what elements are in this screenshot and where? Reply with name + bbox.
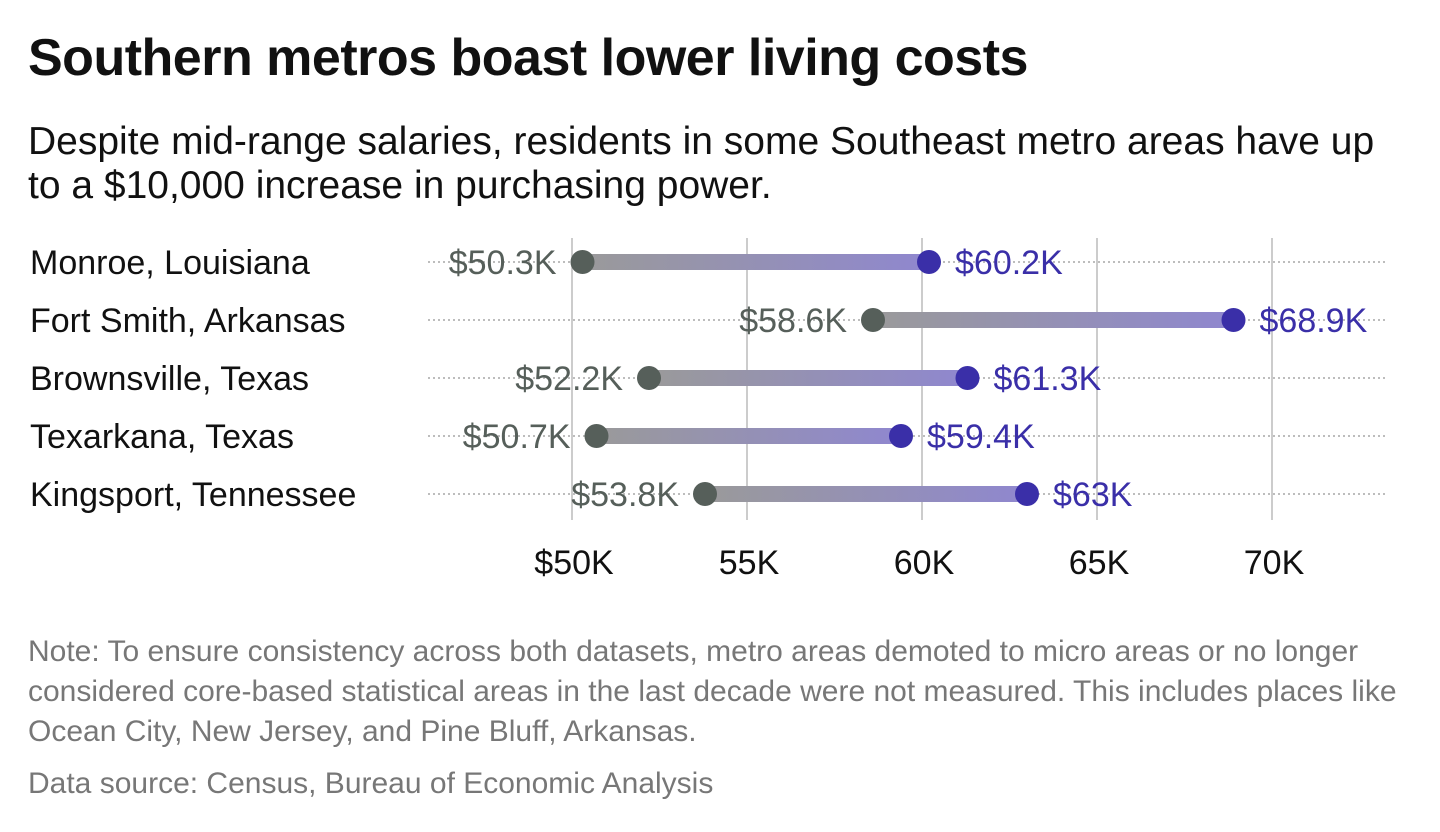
start-dot	[584, 424, 609, 448]
row-layer: Monroe, Louisiana $50.3K $60.2K Fort Smith,…	[30, 244, 1386, 514]
connector-bar	[582, 254, 929, 270]
category-label: Brownsville, Texas	[30, 360, 309, 398]
start-dot	[637, 366, 661, 390]
end-value-label: $68.9K	[1260, 302, 1368, 340]
start-dot	[861, 308, 885, 332]
dumbbell-row: Fort Smith, Arkansas $58.6K $68.9K	[30, 302, 1386, 340]
chart-subtitle: Despite mid-range salaries, residents in…	[28, 120, 1375, 207]
start-dot	[570, 250, 595, 274]
connector-bar	[873, 312, 1234, 328]
data-source: Data source: Census, Bureau of Economic …	[28, 767, 714, 800]
dumbbell-row: Brownsville, Texas $52.2K $61.3K	[30, 360, 1386, 398]
start-value-label: $50.3K	[449, 244, 557, 282]
x-axis-ticks: $50K 55K 60K 65K 70K	[534, 544, 1304, 582]
x-tick-label: 70K	[1244, 544, 1305, 582]
category-label: Texarkana, Texas	[30, 418, 294, 456]
category-label: Fort Smith, Arkansas	[30, 302, 346, 340]
x-tick-label: 55K	[719, 544, 780, 582]
dumbbell-row: Kingsport, Tennessee $53.8K $63K	[30, 476, 1386, 514]
x-tick-label: $50K	[534, 544, 614, 582]
start-value-label: $50.7K	[463, 418, 571, 456]
end-value-label: $59.4K	[927, 418, 1035, 456]
start-value-label: $52.2K	[515, 360, 623, 398]
chart-note: Note: To ensure consistency across both …	[28, 635, 1397, 748]
end-value-label: $60.2K	[955, 244, 1063, 282]
connector-bar	[705, 486, 1027, 502]
end-value-label: $61.3K	[994, 360, 1102, 398]
x-tick-label: 65K	[1069, 544, 1130, 582]
start-value-label: $58.6K	[739, 302, 847, 340]
end-dot	[1015, 482, 1039, 506]
start-value-label: $53.8K	[571, 476, 679, 514]
end-dot	[1221, 308, 1246, 332]
dumbbell-row: Monroe, Louisiana $50.3K $60.2K	[30, 244, 1386, 282]
end-dot	[889, 424, 913, 448]
end-dot	[917, 250, 941, 274]
dumbbell-row: Texarkana, Texas $50.7K $59.4K	[30, 418, 1386, 456]
connector-bar	[649, 370, 968, 386]
connector-bar	[596, 428, 901, 444]
x-tick-label: 60K	[894, 544, 955, 582]
category-label: Monroe, Louisiana	[30, 244, 310, 282]
start-dot	[693, 482, 717, 506]
end-dot	[955, 366, 980, 390]
dumbbell-chart: Monroe, Louisiana $50.3K $60.2K Fort Smith,…	[30, 238, 1386, 582]
category-label: Kingsport, Tennessee	[30, 476, 356, 514]
chart-title: Southern metros boast lower living costs	[28, 29, 1028, 87]
end-value-label: $63K	[1053, 476, 1133, 514]
